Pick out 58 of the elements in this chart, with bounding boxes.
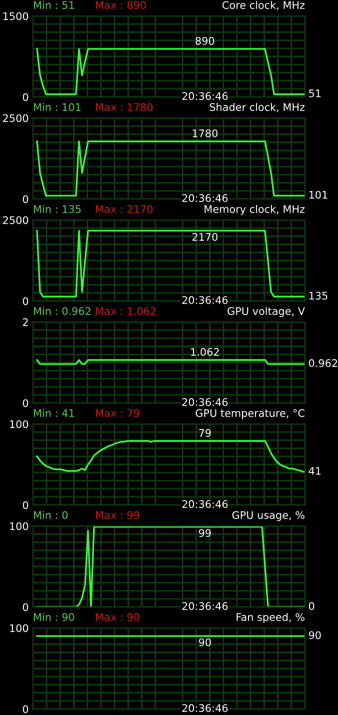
text: Min : 135 <box>34 204 81 214</box>
text: 135 <box>309 292 328 300</box>
text: Max : 99 <box>96 511 140 520</box>
text: 51 <box>309 90 321 98</box>
y-tick-label: 0 <box>22 501 28 510</box>
text: 41 <box>308 467 321 475</box>
chart-title: Shader clock, MHz <box>210 102 305 112</box>
y-tick-label: 2500 <box>3 114 28 122</box>
annotation: 20:36:46 <box>182 602 228 610</box>
line-series <box>36 230 305 298</box>
y-tick-label: 0 <box>22 297 28 306</box>
annotation: 2170 <box>192 232 218 241</box>
chart-title: GPU temperature, °C <box>196 409 304 420</box>
line-series <box>36 440 305 473</box>
annotation: 1.062 <box>191 348 219 356</box>
y-tick-label: 0 <box>22 705 28 714</box>
y-tick-label: 100 <box>10 522 28 530</box>
annotation: 1780 <box>192 129 218 138</box>
text: Max : 890 <box>96 1 146 10</box>
annotation: 890 <box>196 36 214 45</box>
y-tick-label: 0 <box>22 603 28 612</box>
text: Max : 2170 <box>96 205 152 214</box>
y-tick-label: 2500 <box>3 216 28 224</box>
annotation: 20:36:46 <box>182 398 228 406</box>
annotation: 20:36:46 <box>182 92 228 100</box>
chart-title: Memory clock, MHz <box>204 204 305 216</box>
text: Min : 0 <box>34 510 68 520</box>
y-tick-label: 100 <box>10 624 28 632</box>
text: 0 <box>308 602 314 610</box>
text: Min : 101 <box>34 102 81 112</box>
text: Max : 1780 <box>96 103 152 112</box>
text: Max : 1.062 <box>96 307 156 316</box>
annotation: 20:36:46 <box>182 194 228 202</box>
text: Min : 90 <box>34 612 74 622</box>
annotation: 20:36:46 <box>182 704 228 712</box>
y-tick-label: 0 <box>22 195 28 204</box>
text: Max : 79 <box>96 409 140 418</box>
annotation: 90 <box>198 638 211 646</box>
y-tick-label: 100 <box>10 420 28 428</box>
text: 90 <box>308 631 321 640</box>
annotation: 20:36:46 <box>182 296 228 304</box>
text: Min : 41 <box>34 408 74 417</box>
text: 101 <box>309 190 328 199</box>
text: 0.962 <box>308 359 338 368</box>
chart-title: Fan speed, % <box>236 612 304 624</box>
chart-title: Core clock, MHz <box>222 0 305 10</box>
annotation: 20:36:46 <box>182 500 228 508</box>
y-tick-label: 2 <box>22 318 28 326</box>
annotation: 79 <box>199 429 211 437</box>
y-tick-label: 1500 <box>3 12 28 20</box>
chart-title: GPU usage, % <box>232 511 304 522</box>
y-tick-label: 0 <box>22 399 28 408</box>
y-tick-label: 0 <box>22 93 28 102</box>
annotation: 99 <box>198 529 211 537</box>
text: Min : 0.962 <box>34 306 90 316</box>
text: Min : 51 <box>34 0 74 10</box>
chart-title: GPU voltage, V <box>228 306 305 318</box>
text: Max : 90 <box>96 613 140 622</box>
